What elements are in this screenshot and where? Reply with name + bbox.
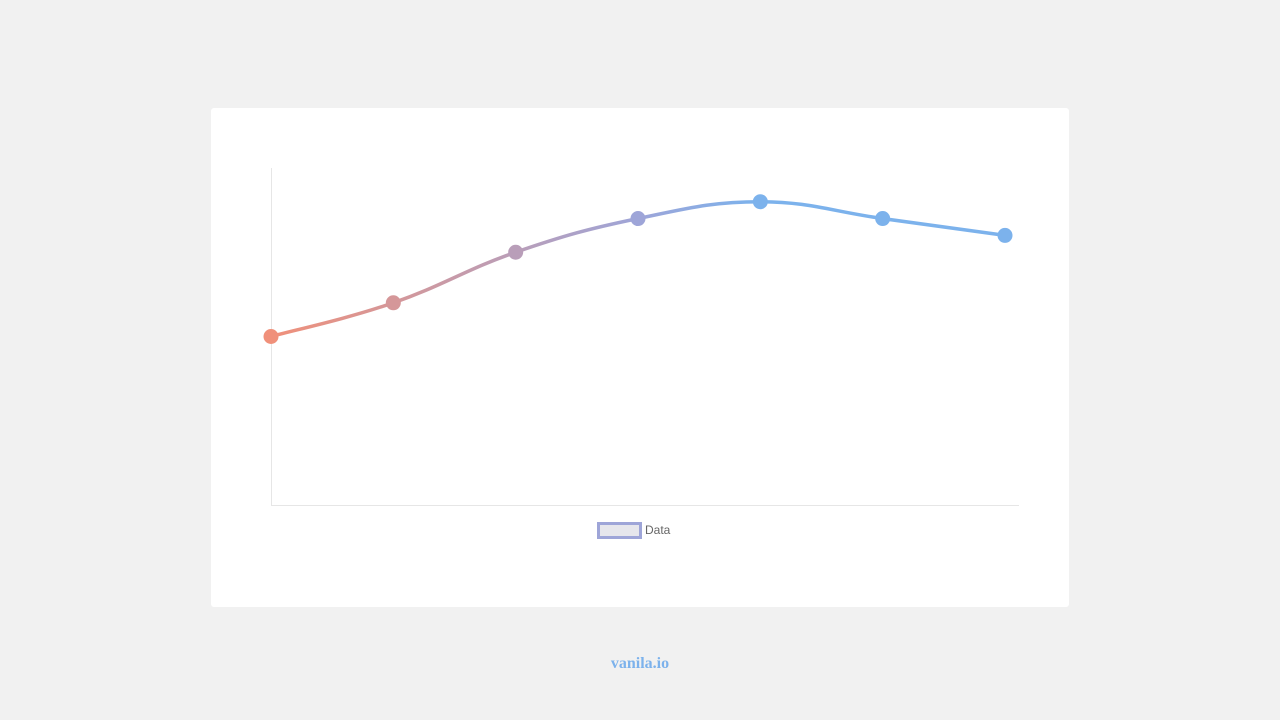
data-point[interactable] [385, 295, 401, 311]
legend-label[interactable]: Data [645, 523, 671, 537]
legend[interactable]: Data [597, 522, 671, 539]
data-point[interactable] [875, 211, 891, 227]
footer-link[interactable]: vanila.io [610, 655, 670, 672]
data-points [263, 194, 1013, 344]
data-point[interactable] [508, 244, 524, 260]
legend-swatch[interactable] [597, 522, 642, 539]
data-point[interactable] [630, 211, 646, 227]
data-point[interactable] [752, 194, 768, 210]
data-point[interactable] [263, 329, 279, 344]
data-point[interactable] [997, 227, 1013, 243]
